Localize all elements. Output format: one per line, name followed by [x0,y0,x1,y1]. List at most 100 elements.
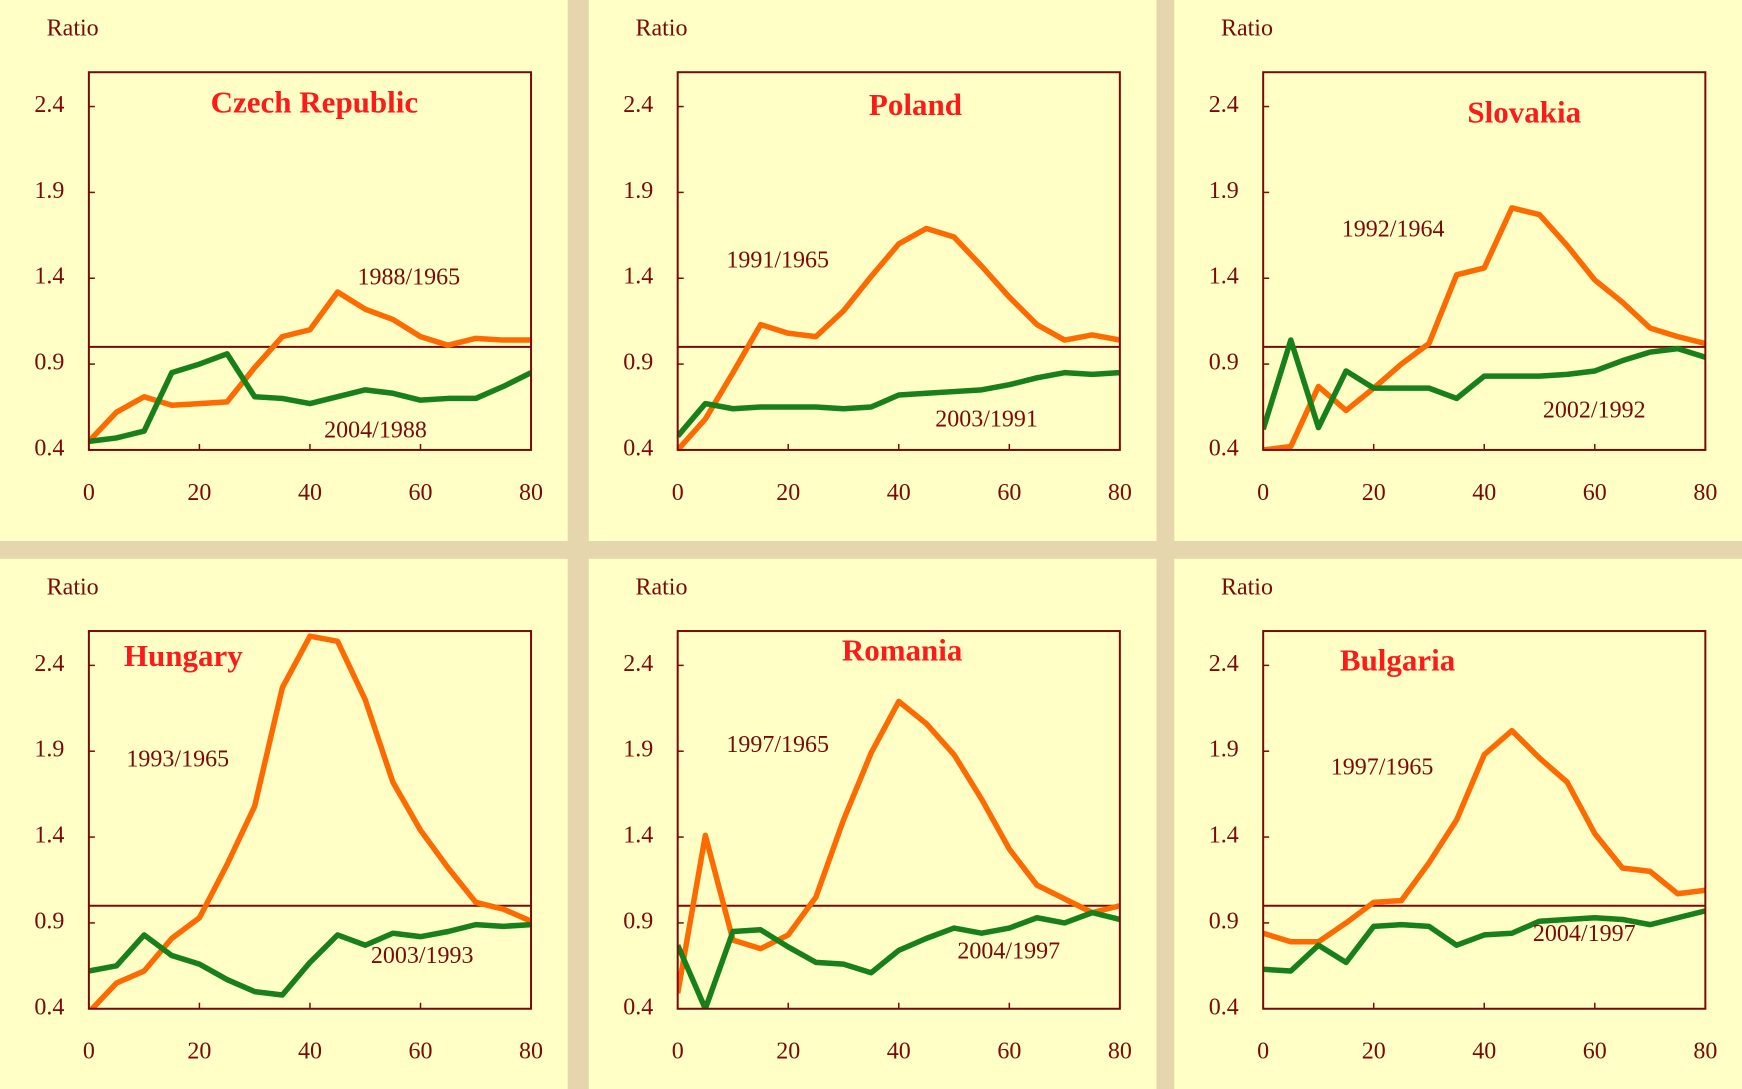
series-label: 1992/1964 [1342,217,1445,243]
y-tick-label: 1.9 [1209,178,1239,204]
x-tick-label: 80 [1693,1039,1717,1065]
series-label: 2004/1988 [324,418,427,444]
chart-title: Hungary [124,638,243,673]
y-tick-label: 0.9 [1209,908,1239,934]
panel-background [1174,558,1742,1089]
plot-frame [1262,71,1707,451]
series-line [88,289,532,444]
x-tick-label: 60 [997,480,1021,506]
x-tick-label: 80 [1693,480,1717,506]
panel: Ratio 0.4 0.9 1.4 1.9 2.4 0 20 40 60 80 1993/1965 20… [0,558,568,1089]
y-tick-label: 0.9 [1209,350,1239,376]
x-tick-label: 0 [83,1039,95,1065]
y-tick-label: 1.4 [623,264,653,290]
y-tick-label: 2.4 [1209,651,1239,677]
y-tick-label: 1.9 [623,737,653,763]
series-label: 2004/1997 [957,939,1060,965]
y-tick-label: 1.9 [34,178,64,204]
y-axis-label: Ratio [635,574,687,600]
panel-background [0,558,568,1089]
y-tick-label: 1.4 [1209,264,1239,290]
series-line [1263,727,1706,945]
y-tick-label: 2.4 [34,92,64,118]
x-tick-label: 20 [776,1039,800,1065]
chart-title: Poland [869,87,962,122]
panel-background [1174,0,1742,542]
series-line [1263,337,1706,431]
x-tick-label: 60 [1583,1039,1607,1065]
x-tick-label: 60 [1583,480,1607,506]
x-tick-label: 20 [1362,480,1386,506]
x-tick-label: 0 [1257,1039,1269,1065]
series-line [677,698,1120,994]
panel: Ratio 0.4 0.9 1.4 1.9 2.4 0 20 40 60 80 1997/1965 20… [588,558,1157,1089]
y-axis-label: Ratio [47,15,99,41]
series-line [677,369,1120,438]
series-label: 1991/1965 [726,248,829,274]
chart-title: Czech Republic [211,85,419,120]
plot-frame [676,71,1121,451]
x-tick-label: 0 [83,480,95,506]
plot-frame [1262,630,1707,1010]
x-tick-label: 20 [776,480,800,506]
chart-title: Bulgaria [1340,642,1456,677]
y-tick-label: 1.9 [623,178,653,204]
y-axis-label: Ratio [1221,574,1273,600]
series-line [677,909,1120,1009]
y-axis-label: Ratio [1221,15,1273,41]
x-tick-label: 40 [1472,480,1496,506]
x-tick-label: 40 [887,1039,911,1065]
x-tick-label: 80 [1108,480,1132,506]
x-tick-label: 0 [672,1039,684,1065]
x-tick-label: 60 [997,1039,1021,1065]
y-tick-label: 0.9 [34,350,64,376]
x-tick-label: 40 [1472,1039,1496,1065]
series-line [88,921,532,998]
series-label: 1997/1965 [1331,754,1434,780]
panel: Ratio 0.4 0.9 1.4 1.9 2.4 0 20 40 60 80 1988/1965 20… [0,0,568,542]
series-label: 2002/1992 [1543,398,1646,424]
y-tick-label: 2.4 [1209,92,1239,118]
series-label: 2003/1993 [371,943,474,969]
chart-title: Slovakia [1467,95,1581,130]
x-tick-label: 20 [1362,1039,1386,1065]
panel: Ratio 0.4 0.9 1.4 1.9 2.4 0 20 40 60 80 1992/1964 20… [1174,0,1742,542]
plot-frame [87,630,533,1010]
x-tick-label: 20 [187,1039,211,1065]
y-axis-label: Ratio [47,574,99,600]
x-tick-label: 40 [298,1039,322,1065]
y-tick-label: 0.4 [34,435,64,461]
x-tick-label: 20 [187,480,211,506]
y-tick-label: 2.4 [623,651,653,677]
y-tick-label: 0.4 [1209,435,1239,461]
x-tick-label: 80 [519,480,543,506]
x-tick-label: 60 [409,1039,433,1065]
y-tick-label: 0.4 [1209,994,1239,1020]
panel: Ratio 0.4 0.9 1.4 1.9 2.4 0 20 40 60 80 1991/1965 20… [588,0,1157,542]
y-tick-label: 0.4 [623,435,653,461]
plot-frame [676,630,1121,1010]
series-line [677,225,1120,450]
y-tick-label: 0.9 [34,908,64,934]
y-tick-label: 0.9 [623,908,653,934]
series-label: 1997/1965 [726,732,829,758]
x-tick-label: 40 [298,480,322,506]
y-tick-label: 1.9 [34,737,64,763]
series-label: 2003/1991 [935,407,1038,433]
y-tick-label: 1.4 [623,823,653,849]
series-label: 1988/1965 [358,264,461,290]
series-line [1263,908,1706,974]
y-tick-label: 2.4 [623,92,653,118]
x-tick-label: 0 [672,480,684,506]
x-tick-label: 40 [887,480,911,506]
x-tick-label: 0 [1257,480,1269,506]
y-tick-label: 1.4 [34,264,64,290]
series-line [88,351,532,445]
series-label: 2004/1997 [1533,921,1636,947]
y-tick-label: 1.9 [1209,737,1239,763]
y-tick-label: 2.4 [34,651,64,677]
plot-frame [87,71,533,451]
x-tick-label: 60 [409,480,433,506]
x-tick-label: 80 [519,1039,543,1065]
